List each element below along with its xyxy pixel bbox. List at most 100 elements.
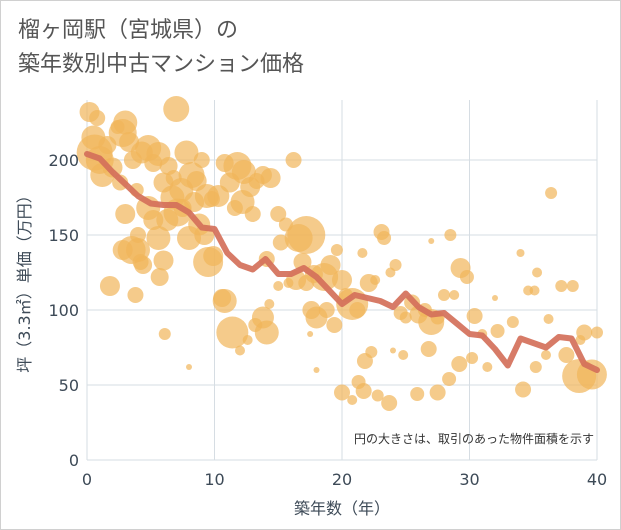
bubble-point <box>307 331 314 337</box>
bubble-point <box>320 255 341 275</box>
bubble-point <box>545 187 558 199</box>
bubble-point <box>153 250 174 271</box>
bubble-point <box>127 287 144 303</box>
bubble-point <box>555 280 568 292</box>
bubble-point <box>244 206 261 222</box>
bubble-point <box>174 140 199 165</box>
bubble-point <box>515 381 532 398</box>
bubble-point <box>490 324 505 338</box>
bubble-point <box>591 326 603 339</box>
bubble-point <box>235 345 245 356</box>
bubble-point <box>459 270 474 284</box>
bubble-point <box>365 346 378 358</box>
bubble-point <box>444 229 457 241</box>
bubble-point <box>150 268 169 286</box>
bubble-point <box>285 152 302 168</box>
bubble-point <box>357 248 368 258</box>
y-tick-label: 200 <box>48 151 79 170</box>
bubble-point <box>449 290 460 300</box>
y-axis-title: 坪（3.3㎡）単価（万円） <box>15 187 34 372</box>
bubble-point <box>270 206 287 222</box>
bubble-point <box>420 341 437 357</box>
bubble-point <box>442 372 457 386</box>
bubble-point <box>429 384 446 401</box>
y-tick-label: 150 <box>48 226 79 245</box>
bubble-point <box>318 302 335 318</box>
bubble-point <box>293 253 312 271</box>
bubble-point <box>532 267 543 278</box>
x-tick-label: 10 <box>204 470 224 489</box>
bubble-point <box>506 316 519 328</box>
bubble-point <box>529 361 542 373</box>
bubble-point <box>371 389 384 402</box>
size-annotation: 円の大きさは、取引のあった物件面積を示す <box>354 431 594 446</box>
bubble-point <box>212 289 237 313</box>
bubble-point <box>390 347 396 354</box>
bubble-point <box>355 383 372 399</box>
bubble-point <box>158 328 171 340</box>
bubble-point <box>89 110 106 126</box>
bubble-point <box>543 314 554 324</box>
bubble-point <box>146 226 171 250</box>
bubble-point <box>326 317 343 333</box>
bubble-point <box>163 96 190 122</box>
bubble-point <box>193 152 210 168</box>
bubble-point <box>273 281 284 291</box>
trend-line <box>84 151 600 373</box>
bubble-point <box>451 356 468 372</box>
x-tick-label: 30 <box>459 470 479 489</box>
bubble-point <box>287 216 326 254</box>
bubble-point <box>428 238 435 244</box>
bubble-point <box>334 384 350 401</box>
chart-title: 榴ヶ岡駅（宮城県）の 築年数別中古マンション価格 <box>18 14 304 82</box>
bubble-point <box>113 110 138 135</box>
bubble-point <box>203 246 224 266</box>
bubble-point <box>132 254 149 270</box>
chart-title-line2: 築年数別中古マンション価格 <box>18 52 305 77</box>
bubble-point <box>264 299 275 309</box>
bubble-point <box>389 259 402 271</box>
bubble-point <box>558 347 575 363</box>
bubble-point <box>566 280 579 292</box>
bubble-point <box>332 270 352 290</box>
x-tick-label: 0 <box>82 470 92 489</box>
bubble-point <box>466 352 479 364</box>
bubble-point <box>242 335 253 345</box>
bubble-point <box>529 285 540 296</box>
bubble-point <box>186 364 192 370</box>
bubble-point <box>381 395 398 411</box>
bubble-point <box>438 289 450 301</box>
bubble-point <box>399 311 412 324</box>
bubble-point <box>184 192 205 212</box>
chart-title-line1: 榴ヶ岡駅（宮城県）の <box>18 18 239 43</box>
bubble-point <box>398 350 409 360</box>
bubble-point <box>260 168 281 188</box>
bubble-point <box>349 302 366 318</box>
bubble-point <box>254 320 279 345</box>
y-tick-label: 0 <box>69 451 79 470</box>
x-axis-title: 築年数（年） <box>294 499 390 518</box>
x-tick-label: 40 <box>587 470 607 489</box>
x-tick-labels: 0 10 20 30 40 <box>82 470 607 489</box>
y-tick-labels: 0 50 100 150 200 <box>48 151 79 470</box>
bubble-point <box>216 316 249 349</box>
y-tick-label: 50 <box>59 376 79 395</box>
bubble-point <box>330 244 343 256</box>
bubble-point <box>541 350 551 360</box>
x-tick-label: 20 <box>332 470 352 489</box>
bubble-point <box>115 204 136 224</box>
bubble-point <box>482 362 493 372</box>
bubble-point <box>410 387 425 401</box>
y-tick-label: 100 <box>48 301 79 320</box>
bubble-point <box>272 234 289 251</box>
bubble-point <box>516 249 525 257</box>
bubble-point <box>377 231 392 245</box>
bubble-point <box>370 275 381 285</box>
bubble-point <box>347 395 358 405</box>
bubble-point <box>466 308 483 324</box>
bubble-point <box>99 276 120 296</box>
bubble-point <box>313 367 320 373</box>
bubble-point <box>576 324 593 341</box>
bubble-point <box>492 295 498 301</box>
